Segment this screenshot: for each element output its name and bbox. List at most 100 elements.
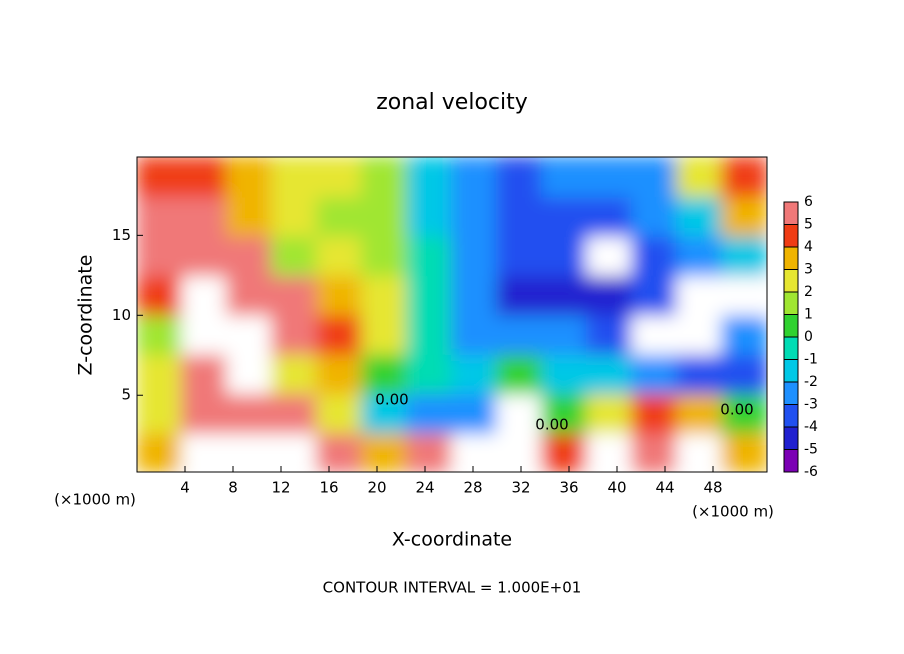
colorbar-tick-label: -2 xyxy=(804,374,818,390)
cell xyxy=(361,234,408,277)
cell xyxy=(137,352,183,395)
x-tick-label: 8 xyxy=(228,479,238,497)
colorbar-tick-label: -5 xyxy=(804,442,818,458)
cell xyxy=(316,234,363,277)
cell xyxy=(316,157,363,198)
cell xyxy=(586,431,633,472)
contour-label: 0.00 xyxy=(535,416,568,434)
field xyxy=(137,157,767,472)
cell xyxy=(496,431,543,472)
colorbar-tick-label: -4 xyxy=(804,419,818,435)
x-tick-label: 16 xyxy=(319,479,338,497)
colorbar-swatch xyxy=(784,292,798,315)
x-tick-label: 32 xyxy=(511,479,530,497)
cell xyxy=(631,234,678,277)
cell xyxy=(451,195,498,237)
cell xyxy=(271,234,318,277)
cell xyxy=(361,352,408,395)
x-tick-label: 48 xyxy=(703,479,722,497)
colorbar-tick-label: 3 xyxy=(804,262,813,278)
x-tick-label: 12 xyxy=(271,479,290,497)
colorbar-tick-label: -6 xyxy=(804,464,818,480)
cell xyxy=(451,431,498,472)
cell xyxy=(271,313,318,355)
colorbar-swatch xyxy=(784,427,798,450)
cell xyxy=(586,157,633,198)
cell xyxy=(316,352,363,395)
cell xyxy=(406,274,453,316)
cell xyxy=(271,157,318,198)
cell xyxy=(496,195,543,237)
cell xyxy=(181,195,228,237)
cell xyxy=(631,352,678,395)
x-tick-label: 36 xyxy=(559,479,578,497)
cell xyxy=(226,157,273,198)
cell xyxy=(541,392,588,434)
x-axis-label: X-coordinate xyxy=(392,529,512,551)
cell xyxy=(316,195,363,237)
colorbar-tick-label: 4 xyxy=(804,239,813,255)
cell xyxy=(406,392,453,434)
y-unit-label: (×1000 m) xyxy=(54,491,136,509)
colorbar-swatch xyxy=(784,449,798,472)
cell xyxy=(631,392,678,434)
cell xyxy=(541,313,588,355)
cell xyxy=(631,313,678,355)
cell xyxy=(631,431,678,472)
plot-frame xyxy=(136,156,768,473)
cell xyxy=(181,313,228,355)
cell xyxy=(541,431,588,472)
contour-label: 0.00 xyxy=(720,401,753,419)
x-tick-label: 40 xyxy=(607,479,626,497)
cell xyxy=(631,157,678,198)
colorbar-swatch xyxy=(784,224,798,247)
x-tick-label: 44 xyxy=(655,479,674,497)
cell xyxy=(721,234,767,277)
cell xyxy=(451,234,498,277)
cell xyxy=(541,274,588,316)
cell xyxy=(496,157,543,198)
cell xyxy=(137,234,183,277)
x-tick-label: 4 xyxy=(180,479,190,497)
cell xyxy=(721,431,767,472)
cell xyxy=(541,352,588,395)
cell xyxy=(226,392,273,434)
cell xyxy=(541,234,588,277)
cell xyxy=(316,313,363,355)
colorbar-swatch xyxy=(784,247,798,270)
cell xyxy=(226,431,273,472)
cell xyxy=(316,431,363,472)
cell xyxy=(451,157,498,198)
colorbar-swatch xyxy=(784,359,798,382)
cell xyxy=(676,195,723,237)
contour-label: 0.00 xyxy=(375,391,408,409)
cell xyxy=(496,352,543,395)
cell xyxy=(406,195,453,237)
colorbar-tick-label: -1 xyxy=(804,352,818,368)
cell xyxy=(406,352,453,395)
cell xyxy=(541,195,588,237)
cell xyxy=(271,431,318,472)
cell xyxy=(541,157,588,198)
colorbar-tick-label: -3 xyxy=(804,397,818,413)
cell xyxy=(361,195,408,237)
cell xyxy=(226,313,273,355)
cell xyxy=(676,392,723,434)
cell xyxy=(361,392,408,434)
cell xyxy=(137,392,183,434)
y-tick-label: 10 xyxy=(112,306,131,324)
cell xyxy=(676,157,723,198)
cell xyxy=(451,313,498,355)
chart-title: zonal velocity xyxy=(376,90,528,115)
x-tick-label: 28 xyxy=(463,479,482,497)
cell xyxy=(586,274,633,316)
cell xyxy=(271,352,318,395)
cell xyxy=(631,195,678,237)
cell xyxy=(226,195,273,237)
cell xyxy=(181,157,228,198)
cell xyxy=(406,234,453,277)
cell xyxy=(721,274,767,316)
cell xyxy=(406,157,453,198)
cell xyxy=(586,392,633,434)
